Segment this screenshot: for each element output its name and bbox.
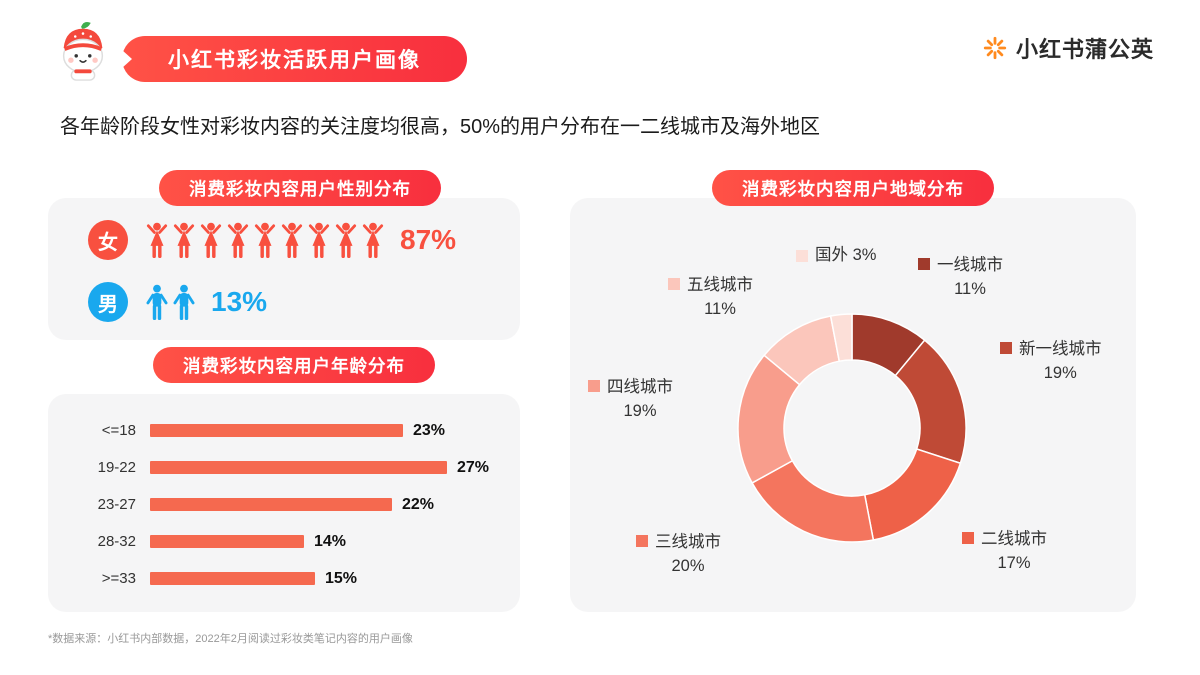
age-bar-label: 19-22: [97, 459, 136, 476]
male-icon-strip: [144, 284, 197, 321]
age-bar-value: 15%: [325, 569, 358, 587]
age-bar-row: 28-32 14%: [76, 523, 496, 560]
female-percentage: 87%: [400, 224, 457, 255]
region-chart-title: 消费彩妆内容用户地域分布: [712, 170, 994, 206]
donut-label-0: 一线城市 11%: [918, 254, 1003, 302]
age-bar-label: 28-32: [97, 533, 136, 550]
legend-swatch: [962, 532, 974, 544]
legend-swatch: [636, 535, 648, 547]
age-bar-row: <=18 23%: [76, 412, 496, 449]
legend-swatch: [588, 380, 600, 392]
legend-text: 三线城市 20%: [655, 533, 721, 575]
legend-text: 五线城市 11%: [687, 276, 753, 318]
male-badge: 男: [88, 282, 128, 322]
legend-text: 二线城市 17%: [981, 530, 1047, 572]
age-bar-row: >=33 15%: [76, 560, 496, 597]
gender-chart-title: 消费彩妆内容用户性别分布: [159, 170, 441, 206]
age-panel: <=18 23% 19-22 27% 23-27 22% 28-32 14% >=33 15%: [48, 394, 520, 612]
female-person-icon: [360, 222, 386, 259]
legend-text: 国外 3%: [815, 246, 877, 264]
female-badge: 女: [88, 220, 128, 260]
age-bar: [150, 572, 315, 585]
donut-segment-2: [863, 448, 962, 541]
donut-label-6: 国外 3%: [796, 244, 876, 268]
age-chart-title: 消费彩妆内容用户年龄分布: [153, 347, 435, 383]
age-bar-value: 27%: [457, 458, 490, 476]
donut-segment-6: [829, 313, 853, 363]
donut-label-5: 五线城市 11%: [668, 274, 753, 322]
male-person-icon: [144, 284, 170, 321]
region-donut: [737, 313, 967, 543]
female-icon-strip: [144, 222, 386, 259]
age-bar-row: 23-27 22%: [76, 486, 496, 523]
footnote: *数据来源：小红书内部数据，2022年2月阅读过彩妆类笔记内容的用户画像: [48, 633, 413, 645]
donut-label-4: 四线城市 19%: [588, 376, 673, 424]
age-bar: [150, 498, 392, 511]
female-person-icon: [144, 222, 170, 259]
female-person-icon: [171, 222, 197, 259]
legend-text: 四线城市 19%: [607, 378, 673, 420]
age-bar: [150, 535, 304, 548]
male-percentage: 13%: [211, 286, 268, 317]
donut-label-1: 新一线城市 19%: [1000, 338, 1102, 386]
donut-label-2: 二线城市 17%: [962, 528, 1047, 576]
age-bar-value: 14%: [314, 532, 347, 550]
male-person-icon: [171, 284, 197, 321]
legend-swatch: [796, 249, 808, 262]
age-bar-value: 22%: [402, 495, 435, 513]
female-person-icon: [198, 222, 224, 259]
age-bar-label: <=18: [101, 422, 136, 439]
donut-label-3: 三线城市 20%: [636, 531, 721, 579]
brand-name: 小红书蒲公英: [1015, 37, 1154, 62]
age-bar-chart: <=18 23% 19-22 27% 23-27 22% 28-32 14% >=33 15%: [76, 412, 496, 597]
gender-row-female: 女 87%: [88, 220, 456, 260]
female-person-icon: [306, 222, 332, 259]
legend-swatch: [1000, 342, 1012, 354]
female-person-icon: [225, 222, 251, 259]
gender-panel: 女 87% 男 13%: [48, 198, 520, 340]
age-bar-value: 23%: [413, 421, 446, 439]
age-bar-label: >=33: [101, 570, 136, 587]
female-person-icon: [333, 222, 359, 259]
legend-text: 一线城市 11%: [937, 256, 1003, 298]
legend-swatch: [918, 258, 930, 270]
dandelion-icon: [983, 36, 1007, 60]
gender-row-male: 男 13%: [88, 282, 267, 322]
page-title: 小红书彩妆活跃用户画像: [122, 36, 467, 82]
region-panel: 一线城市 11% 新一线城市 19% 二线城市 17% 三线城市 20% 四线城市 19% 五线城市…: [570, 198, 1136, 612]
subtitle: 各年龄阶段女性对彩妆内容的关注度均很高，50%的用户分布在一二线城市及海外地区: [60, 116, 821, 138]
legend-swatch: [668, 278, 680, 290]
age-bar: [150, 461, 447, 474]
female-person-icon: [279, 222, 305, 259]
age-bar-label: 23-27: [97, 496, 136, 513]
brand-logo: 小红书蒲公英: [982, 32, 1154, 64]
mascot-icon: [62, 22, 104, 81]
female-person-icon: [252, 222, 278, 259]
legend-text: 新一线城市 19%: [1019, 340, 1102, 382]
age-bar-row: 19-22 27%: [76, 449, 496, 486]
age-bar: [150, 424, 403, 437]
